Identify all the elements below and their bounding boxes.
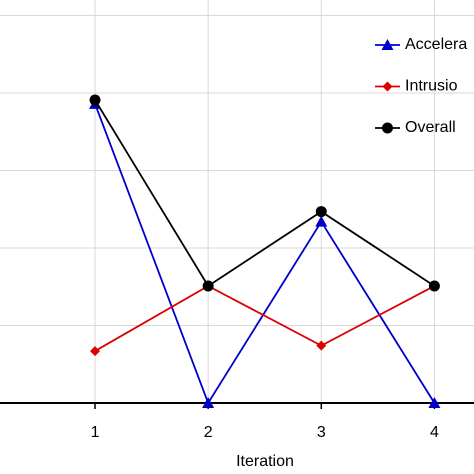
series-line — [94, 284, 435, 352]
marker — [90, 346, 101, 357]
series-line — [94, 99, 435, 288]
marker — [428, 397, 441, 408]
marker — [315, 215, 328, 227]
marker — [428, 280, 440, 292]
series-line — [94, 103, 436, 406]
marker — [89, 94, 101, 106]
x-tick-label: 2 — [204, 424, 213, 441]
x-tick-label: 3 — [317, 424, 326, 441]
marker — [202, 397, 215, 408]
marker — [382, 122, 393, 134]
marker — [202, 280, 214, 292]
marker — [381, 39, 394, 50]
x-tick-label: 4 — [430, 424, 439, 441]
legend-label: Overall — [405, 119, 456, 136]
x-axis-label: Iteration — [236, 453, 294, 470]
x-tick-label: 1 — [91, 424, 100, 441]
marker — [315, 206, 327, 218]
marker — [316, 340, 327, 351]
marker — [382, 81, 393, 92]
legend-label: Accelera — [405, 36, 467, 53]
legend-label: Intrusio — [405, 78, 458, 95]
